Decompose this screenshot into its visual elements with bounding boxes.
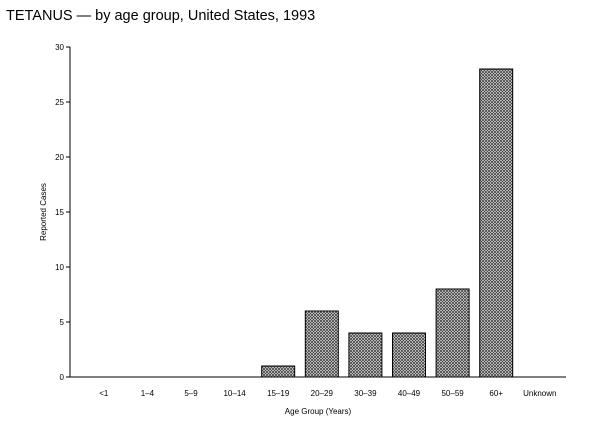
x-axis-label: Age Group (Years): [285, 407, 352, 416]
x-tick-label: 15–19: [267, 389, 290, 398]
x-tick-label: 10–14: [223, 389, 246, 398]
y-tick-label: 0: [60, 373, 65, 382]
bars: [261, 68, 514, 378]
x-tick-label: 30–39: [354, 389, 377, 398]
x-tick-label: 5–9: [184, 389, 198, 398]
bar-5: [304, 310, 339, 378]
y-axis-label: Reported Cases: [39, 183, 48, 241]
y-tick-label: 20: [55, 153, 64, 162]
y-tick-label: 30: [55, 43, 64, 52]
bar-4: [261, 365, 296, 378]
x-tick-label: 1–4: [141, 389, 155, 398]
y-ticks: 0 5 10 15 20 25 30: [55, 43, 70, 382]
y-tick-label: 10: [55, 263, 64, 272]
bar-6: [348, 332, 383, 378]
x-tick-label: Unknown: [523, 389, 556, 398]
x-tick-label: 50–59: [441, 389, 464, 398]
y-tick-label: 5: [60, 318, 65, 327]
y-tick-label: 15: [55, 208, 64, 217]
x-tick-label: 60+: [489, 389, 503, 398]
y-tick-label: 25: [55, 98, 64, 107]
bar-8: [435, 288, 470, 378]
bar-9: [479, 68, 514, 378]
bar-7: [392, 332, 426, 378]
x-tick-label: <1: [99, 389, 109, 398]
x-tick-label: 40–49: [398, 389, 421, 398]
chart-title: TETANUS — by age group, United States, 1…: [6, 8, 316, 24]
x-ticks: <1 1–4 5–9 10–14 15–19 20–29 30–39 40–49 50–59 60…: [99, 389, 556, 398]
x-tick-label: 20–29: [311, 389, 334, 398]
